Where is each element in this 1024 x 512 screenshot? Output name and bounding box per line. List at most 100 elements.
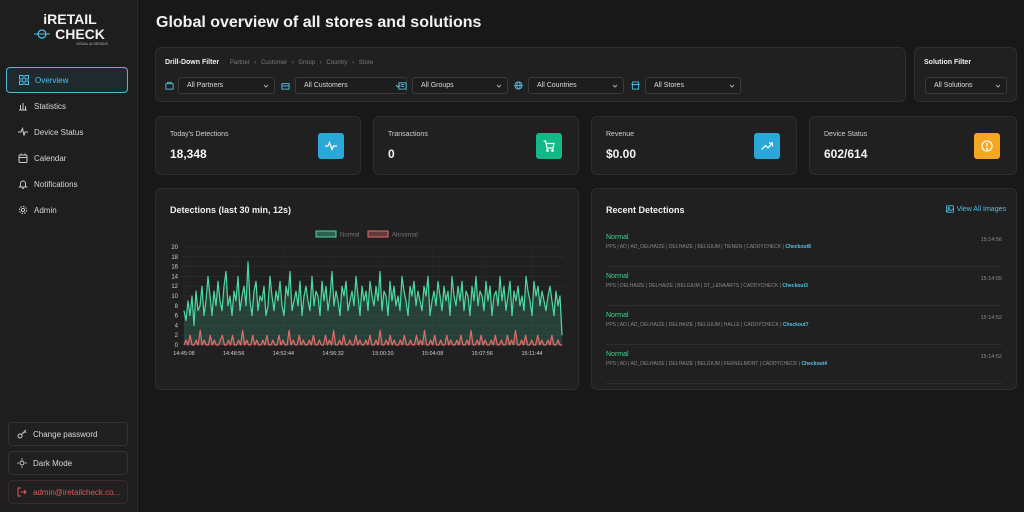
detection-meta: PPS | AD | AD_DELHAIZE | DELHAIZE | BELG… — [606, 322, 809, 328]
sidebar-nav: Overview Statistics Device Status Calend… — [6, 67, 128, 223]
sidebar-item-label: Statistics — [34, 101, 67, 111]
gear-icon — [18, 205, 28, 215]
view-all-label: View All Images — [956, 205, 1006, 213]
sidebar-item-admin[interactable]: Admin — [6, 197, 128, 223]
legend-swatch — [367, 230, 389, 238]
change-password-label: Change password — [33, 429, 98, 439]
sidebar-item-label: Admin — [34, 205, 57, 215]
checkout-link[interactable]: Checkout4 — [801, 361, 827, 367]
x-tick-label: 14:45:08 — [173, 351, 194, 357]
y-tick-label: 0 — [175, 343, 179, 349]
drill-down-title: Drill-Down Filter — [165, 59, 220, 66]
logo-tagline: VISUAL AI SENSUS — [76, 42, 108, 46]
detection-status: Normal — [606, 234, 629, 241]
breadcrumb-partner[interactable]: Partner — [230, 60, 250, 66]
change-password-button[interactable]: Change password — [8, 422, 128, 446]
stat-card-transactions: Transactions 0 — [373, 116, 579, 175]
series-area-abnormal — [184, 330, 562, 345]
series-line-abnormal — [183, 329, 562, 346]
breadcrumb-group[interactable]: Group — [298, 60, 316, 66]
grid-icon — [19, 75, 29, 85]
legend-label: Normal — [340, 233, 359, 239]
sidebar-item-overview[interactable]: Overview — [6, 67, 128, 93]
sidebar-item-label: Calendar — [34, 153, 67, 163]
key-icon — [17, 429, 27, 439]
legend-label: Abnormal — [392, 233, 418, 239]
y-tick-label: 20 — [171, 245, 178, 251]
group-select[interactable]: All Groups — [412, 77, 508, 94]
detection-row[interactable]: Normal PPS | AD | AD_DELHAIZE | DELHAIZE… — [606, 346, 1002, 384]
sidebar-item-statistics[interactable]: Statistics — [6, 93, 128, 119]
detection-row[interactable]: Normal PPS | AD | AD_DELHAIZE | DELHAIZE… — [606, 229, 1002, 267]
breadcrumb-store[interactable]: Store — [358, 60, 374, 66]
logout-button[interactable]: admin@iretailcheck.co... — [8, 480, 128, 504]
x-tick-label: 14:52:44 — [273, 351, 294, 357]
cart-icon — [536, 133, 562, 159]
breadcrumb-country[interactable]: Country — [326, 60, 348, 66]
bell-icon — [18, 179, 28, 189]
store-icon — [631, 81, 640, 90]
solution-filter-title: Solution Filter — [924, 59, 972, 66]
sidebar: iRETAIL CHECK VISUAL AI SENSUS Overview … — [0, 0, 138, 512]
app-logo: iRETAIL CHECK VISUAL AI SENSUS — [34, 11, 109, 46]
group-select-value: All Groups — [421, 82, 454, 89]
globe-icon — [514, 81, 523, 90]
sidebar-item-label: Notifications — [34, 179, 78, 189]
stat-label: Revenue — [606, 131, 635, 138]
country-select-value: All Countries — [537, 82, 577, 89]
chart-title: Detections (last 30 min, 12s) — [170, 205, 292, 215]
x-tick-label: 14:56:32 — [322, 351, 343, 357]
sidebar-item-calendar[interactable]: Calendar — [6, 145, 128, 171]
breadcrumb-customer[interactable]: Customer — [261, 60, 288, 66]
checkout-link[interactable]: Checkout8 — [785, 244, 811, 250]
store-select[interactable]: All Stores — [645, 77, 741, 94]
store-select-value: All Stores — [654, 82, 684, 89]
stat-value: $0.00 — [606, 147, 637, 161]
image-icon — [945, 205, 954, 213]
solution-select[interactable]: All Solutions — [925, 77, 1007, 94]
x-tick-label: 15:07:56 — [472, 351, 493, 357]
customer-select-value: All Customers — [304, 82, 348, 89]
sidebar-item-notifications[interactable]: Notifications — [6, 171, 128, 197]
calendar-icon — [18, 153, 28, 163]
detection-status: Normal — [606, 273, 629, 280]
y-tick-label: 16 — [171, 265, 178, 271]
y-tick-label: 8 — [175, 304, 179, 310]
detection-time: 15:14:56 — [980, 237, 1002, 243]
logout-icon — [17, 487, 27, 497]
chevron-down-icon — [729, 84, 735, 88]
detection-row[interactable]: Normal PPS | AD | AD_DELHAIZE | DELHAIZE… — [606, 307, 1002, 345]
stat-value: 602/614 — [824, 147, 868, 161]
detections-chart-panel: Detections (last 30 min, 12s) 0 2 4 6 8 10 12 1… — [155, 188, 579, 390]
stat-value: 18,348 — [170, 147, 207, 161]
y-tick-label: 18 — [171, 255, 178, 261]
detection-status: Normal — [606, 312, 629, 319]
stat-label: Device Status — [824, 131, 868, 138]
dark-mode-toggle[interactable]: Dark Mode — [8, 451, 128, 475]
chevron-down-icon — [612, 84, 618, 88]
x-tick-label: 15:11:44 — [521, 351, 542, 357]
x-tick-label: 15:00:20 — [372, 351, 393, 357]
y-tick-label: 4 — [175, 323, 179, 329]
group-icon — [398, 82, 407, 90]
detection-row[interactable]: Normal PPS | DELHAIZE | DELHAIZE | BELGI… — [606, 268, 1002, 306]
checkout-link[interactable]: Checkout7 — [782, 322, 809, 328]
detections-chart: 0 2 4 6 8 10 12 14 16 18 20 14:45:08 14:48:56 14:52:4… — [171, 230, 564, 357]
customer-icon — [281, 83, 290, 90]
stat-card-device-status: Device Status 602/614 — [809, 116, 1017, 175]
legend-swatch — [315, 230, 337, 238]
stat-label: Today's Detections — [170, 131, 229, 138]
sidebar-item-label: Overview — [35, 75, 69, 85]
partner-select[interactable]: All Partners — [178, 77, 275, 94]
dark-mode-label: Dark Mode — [33, 458, 73, 468]
checkout-link[interactable]: Checkout3 — [782, 283, 808, 289]
country-select[interactable]: All Countries — [528, 77, 624, 94]
customer-select[interactable]: All Customers — [295, 77, 407, 94]
view-all-images-link[interactable]: View All Images — [945, 205, 1006, 213]
detection-meta: PPS | AD | AD_DELHAIZE | DELHAIZE | BELG… — [606, 244, 811, 250]
sidebar-item-device-status[interactable]: Device Status — [6, 119, 128, 145]
recent-title: Recent Detections — [606, 205, 685, 215]
alert-circle-icon — [974, 133, 1000, 159]
detection-meta: PPS | DELHAIZE | DELHAIZE | BELGIUM | ST… — [606, 283, 808, 289]
chevron-down-icon — [995, 84, 1001, 88]
